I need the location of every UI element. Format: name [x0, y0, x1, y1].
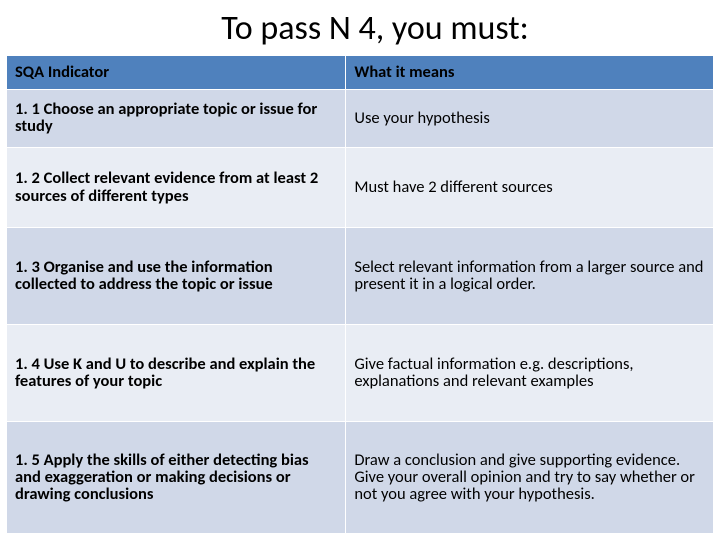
criteria-table: SQA Indicator What it means 1. 1 Choose … [6, 55, 714, 534]
col-header-meaning: What it means [346, 56, 714, 90]
table-header-row: SQA Indicator What it means [7, 56, 714, 90]
cell-indicator: 1. 2 Collect relevant evidence from at l… [7, 147, 346, 228]
col-header-indicator: SQA Indicator [7, 56, 346, 90]
cell-meaning: Select relevant information from a large… [346, 228, 714, 325]
cell-indicator: 1. 5 Apply the skills of either detectin… [7, 422, 346, 534]
table-row: 1. 3 Organise and use the information co… [7, 228, 714, 325]
cell-meaning: Must have 2 different sources [346, 147, 714, 228]
table-row: 1. 4 Use K and U to describe and explain… [7, 325, 714, 422]
cell-indicator: 1. 3 Organise and use the information co… [7, 228, 346, 325]
cell-indicator: 1. 4 Use K and U to describe and explain… [7, 325, 346, 422]
table-row: 1. 2 Collect relevant evidence from at l… [7, 147, 714, 228]
slide: To pass N 4, you must: SQA Indicator Wha… [0, 0, 720, 540]
cell-meaning: Give factual information e.g. descriptio… [346, 325, 714, 422]
cell-indicator: 1. 1 Choose an appropriate topic or issu… [7, 90, 346, 148]
page-title: To pass N 4, you must: [36, 8, 714, 49]
table-row: 1. 5 Apply the skills of either detectin… [7, 422, 714, 534]
cell-meaning: Draw a conclusion and give supporting ev… [346, 422, 714, 534]
cell-meaning: Use your hypothesis [346, 90, 714, 148]
table-row: 1. 1 Choose an appropriate topic or issu… [7, 90, 714, 148]
